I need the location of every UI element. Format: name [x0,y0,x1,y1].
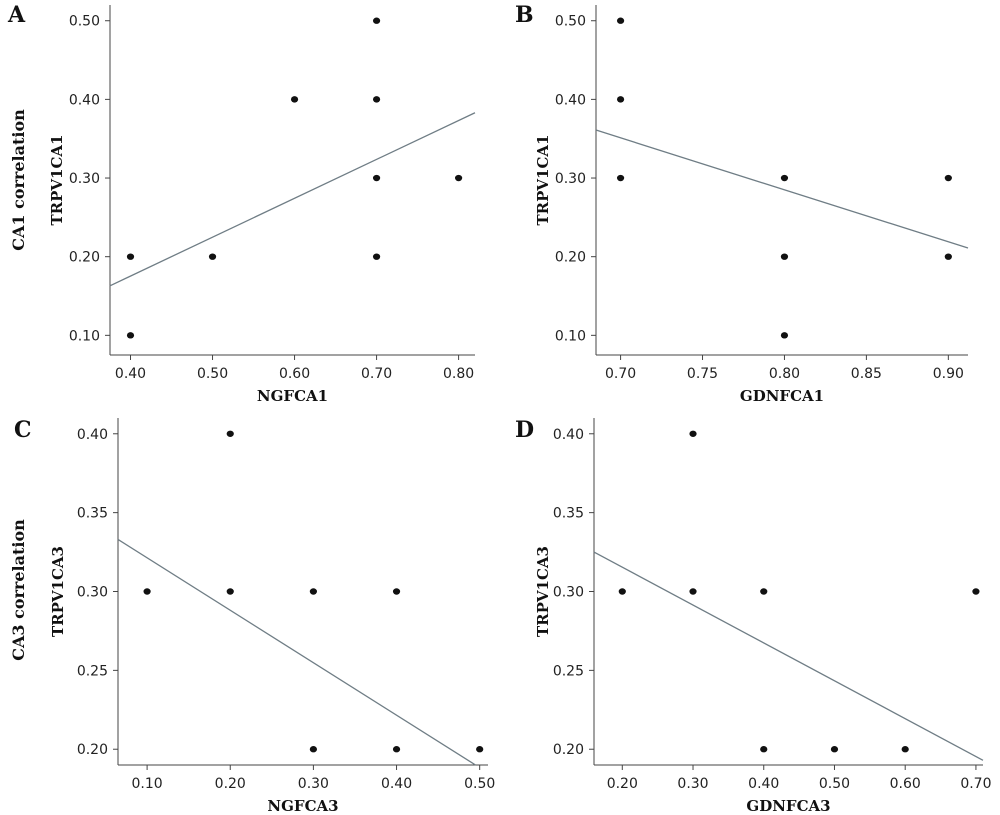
data-point [760,746,768,753]
y-tick-label: 0.20 [555,250,586,266]
x-tick-label: 0.60 [890,776,921,792]
data-point [208,253,217,260]
x-tick-label: 0.50 [464,776,495,792]
x-tick-label: 0.50 [819,776,850,792]
data-point [760,588,768,595]
panel-c: C 0.20 0.25 0.30 0.35 0.40 0.10 0.20 0.30 0.40 0.5… [14,417,495,815]
data-point [126,253,135,260]
data-point [372,96,381,103]
x-tick-label: 0.90 [933,366,964,382]
panel-b: B 0.10 0.20 0.30 0.40 0.50 0.70 0.75 0.80 0.85 0.9… [515,2,969,405]
y-tick-label: 0.20 [69,250,100,266]
data-point [944,174,952,182]
x-tick-label: 0.40 [381,776,412,792]
y-tick-label: 0.25 [553,663,584,679]
y-tick-label: 0.30 [77,585,108,601]
data-point [780,332,789,339]
data-point [780,253,789,260]
data-point [616,17,625,24]
data-point [616,96,625,103]
y-tick-label: 0.50 [69,14,100,30]
data-point [309,746,317,753]
x-tick-label: 0.85 [851,366,882,382]
data-point [830,746,839,753]
x-axis-title: GDNFCA3 [746,797,830,815]
row-label-ca1: CA1 correlation [9,109,28,251]
y-axis-title: TRPV1CA1 [534,135,552,226]
y-tick-label: 0.30 [69,171,100,187]
data-point [476,746,484,753]
x-axis-title: NGFCA1 [257,387,328,405]
x-tick-label: 0.70 [605,366,636,382]
row-label-ca3: CA3 correlation [9,519,28,661]
panel-letter-c: C [14,417,32,443]
y-tick-label: 0.40 [77,427,108,443]
data-point [944,253,952,260]
x-tick-label: 0.60 [279,366,310,382]
fit-line [117,538,476,766]
data-point [309,588,317,595]
x-tick-label: 0.30 [298,776,329,792]
x-tick-label: 0.70 [361,366,392,382]
y-tick-label: 0.35 [553,506,584,522]
data-point [372,17,381,24]
data-point [689,430,697,437]
data-point [372,174,381,182]
y-tick-label: 0.10 [69,328,100,344]
fit-line [109,112,476,287]
panel-a: A 0.10 0.20 0.30 0.40 0.50 0.40 0.50 0.60 0.70 0.8… [7,2,476,405]
fit-line [595,129,969,249]
y-axis-title: TRPV1CA1 [48,135,66,226]
y-tick-label: 0.50 [555,14,586,30]
y-tick-label: 0.25 [77,663,108,679]
data-point [126,332,135,339]
data-point [290,96,299,103]
data-point [392,588,401,595]
x-tick-label: 0.20 [607,776,638,792]
panel-letter-b: B [515,2,534,28]
data-point [689,588,697,595]
data-point [392,746,401,753]
panel-letter-a: A [7,2,26,28]
x-tick-label: 0.30 [677,776,708,792]
x-tick-label: 0.75 [687,366,718,382]
x-axis-title: NGFCA3 [267,797,338,815]
y-tick-label: 0.40 [553,427,584,443]
panel-letter-d: D [515,417,534,443]
y-axis-title: TRPV1CA3 [534,546,552,637]
x-tick-label: 0.80 [443,366,474,382]
y-tick-label: 0.35 [77,506,108,522]
data-point [143,588,151,595]
x-tick-label: 0.10 [132,776,163,792]
y-tick-label: 0.10 [555,328,586,344]
y-tick-label: 0.20 [77,742,108,758]
data-point [454,174,463,182]
x-tick-label: 0.20 [215,776,246,792]
x-tick-label: 0.70 [960,776,991,792]
y-tick-label: 0.30 [555,171,586,187]
x-tick-label: 0.40 [748,776,779,792]
y-axis-title: TRPV1CA3 [49,546,67,637]
y-tick-label: 0.30 [553,585,584,601]
y-tick-label: 0.40 [555,92,586,108]
data-point [372,253,381,260]
x-tick-label: 0.40 [115,366,146,382]
data-point [901,746,909,753]
data-point [226,430,234,437]
panel-d: D 0.20 0.25 0.30 0.35 0.40 0.20 0.30 0.40 0.50 0.6… [515,417,992,815]
fit-line [593,551,984,761]
data-point [780,174,789,182]
y-tick-label: 0.40 [69,92,100,108]
x-tick-label: 0.80 [769,366,800,382]
y-tick-label: 0.20 [553,742,584,758]
data-point [616,174,625,182]
x-axis-title: GDNFCA1 [740,387,824,405]
panels: A 0.10 0.20 0.30 0.40 0.50 0.40 0.50 0.60 0.70 0.8… [7,2,992,815]
data-point [972,588,980,595]
data-point [618,588,626,595]
data-point [226,588,234,595]
x-tick-label: 0.50 [197,366,228,382]
